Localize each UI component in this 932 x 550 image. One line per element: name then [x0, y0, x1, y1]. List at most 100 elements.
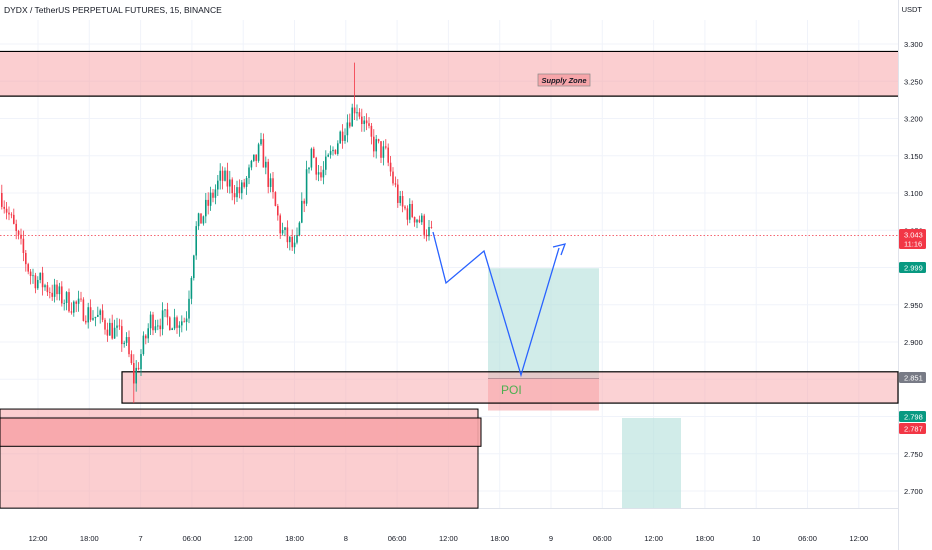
x-tick-label: 8	[344, 534, 348, 543]
candle-body	[200, 213, 202, 224]
candle-body	[65, 292, 68, 303]
candle-body	[219, 170, 221, 181]
y-tick-label: 3.150	[904, 152, 923, 161]
candle-body	[106, 329, 109, 336]
x-tick-label: 18:00	[80, 534, 99, 543]
candle-body	[394, 183, 397, 185]
candle-body	[389, 162, 392, 172]
candle-body	[325, 156, 327, 170]
candle-body	[296, 235, 298, 243]
candle-body	[121, 326, 123, 345]
candle-body	[269, 178, 272, 187]
candle-body	[423, 215, 425, 235]
candle-body	[286, 227, 289, 243]
candle-body	[140, 354, 142, 370]
x-tick-label: 12:00	[439, 534, 458, 543]
candle-body	[274, 192, 277, 206]
candle-body	[193, 255, 195, 279]
candle-body	[370, 125, 373, 137]
candle-body	[169, 317, 171, 330]
candle-body	[279, 215, 281, 234]
candle-body	[39, 272, 41, 280]
candle-body	[332, 149, 334, 152]
candle-body	[363, 120, 365, 125]
candle-body	[248, 167, 250, 179]
candle-body	[250, 160, 253, 168]
x-tick-label: 9	[549, 534, 553, 543]
candle-body	[27, 264, 29, 272]
y-tick-label: 2.950	[904, 301, 923, 310]
candle-body	[245, 178, 248, 187]
candle-body	[243, 182, 245, 187]
price-label-box	[899, 262, 926, 273]
x-axis: 12:00 18:00 7 06:00 12:00 18:00 8 06:00 12:00 18:…	[29, 534, 869, 543]
candle-body	[37, 279, 39, 289]
candle-body	[104, 319, 106, 330]
candle-body	[373, 136, 375, 152]
candle-body	[94, 316, 97, 319]
candle-body	[99, 310, 101, 315]
candle-body	[53, 284, 56, 297]
candle-body	[317, 172, 320, 175]
candle-body	[46, 285, 49, 293]
candle-body	[430, 227, 433, 228]
candle-body	[145, 335, 147, 339]
candle-body	[281, 230, 284, 234]
candle-body	[118, 325, 121, 327]
candle-body	[61, 286, 63, 304]
y-tick-label: 3.250	[904, 77, 923, 86]
y-tick-label: 3.100	[904, 189, 923, 198]
candle-body	[301, 200, 303, 223]
candle-body	[229, 179, 231, 187]
candle-body	[293, 242, 296, 248]
candle-body	[49, 292, 51, 293]
projection-path	[432, 231, 560, 378]
poi-zone	[121, 371, 899, 404]
candle-body	[101, 310, 104, 320]
candle-body	[361, 116, 363, 125]
candle-body	[157, 325, 159, 327]
candle-body	[303, 200, 305, 204]
candle-body	[238, 187, 241, 194]
candle-body	[73, 301, 75, 313]
y-tick-label: 3.300	[904, 40, 923, 49]
x-tick-label: 06:00	[388, 534, 407, 543]
candle-body	[401, 196, 404, 207]
zones: Supply Zone POI	[0, 50, 899, 509]
candle-body	[22, 238, 25, 254]
candle-body	[109, 322, 111, 336]
candle-body	[34, 275, 37, 289]
candle-body	[15, 223, 17, 231]
candle-body	[29, 271, 32, 277]
x-tick-label: 06:00	[593, 534, 612, 543]
y-tick-label: 2.750	[904, 450, 923, 459]
candle-body	[351, 107, 353, 127]
candle-body	[315, 157, 317, 175]
candle-body	[233, 193, 236, 198]
candle-body	[392, 171, 394, 184]
candle-body	[298, 222, 301, 236]
y-tick-label: 3.200	[904, 115, 923, 124]
candle-body	[181, 321, 183, 326]
price-label-value: 3.043	[904, 231, 923, 240]
candle-body	[346, 122, 349, 136]
candle-body	[68, 292, 70, 312]
price-label-box	[899, 423, 926, 434]
candle-body	[202, 216, 205, 224]
x-tick-label: 10	[752, 534, 760, 543]
candle-body	[337, 143, 339, 154]
candle-body	[159, 325, 161, 330]
candle-body	[365, 120, 368, 124]
currency-label: USDT	[901, 5, 922, 14]
x-tick-label: 12:00	[849, 534, 868, 543]
candle-body	[404, 206, 406, 209]
candle-body	[313, 148, 315, 158]
candle-body	[284, 227, 286, 231]
candle-body	[5, 208, 8, 213]
candle-body	[3, 206, 5, 209]
x-tick-label: 06:00	[183, 534, 202, 543]
candle-body	[255, 154, 257, 161]
candle-body	[308, 167, 310, 170]
